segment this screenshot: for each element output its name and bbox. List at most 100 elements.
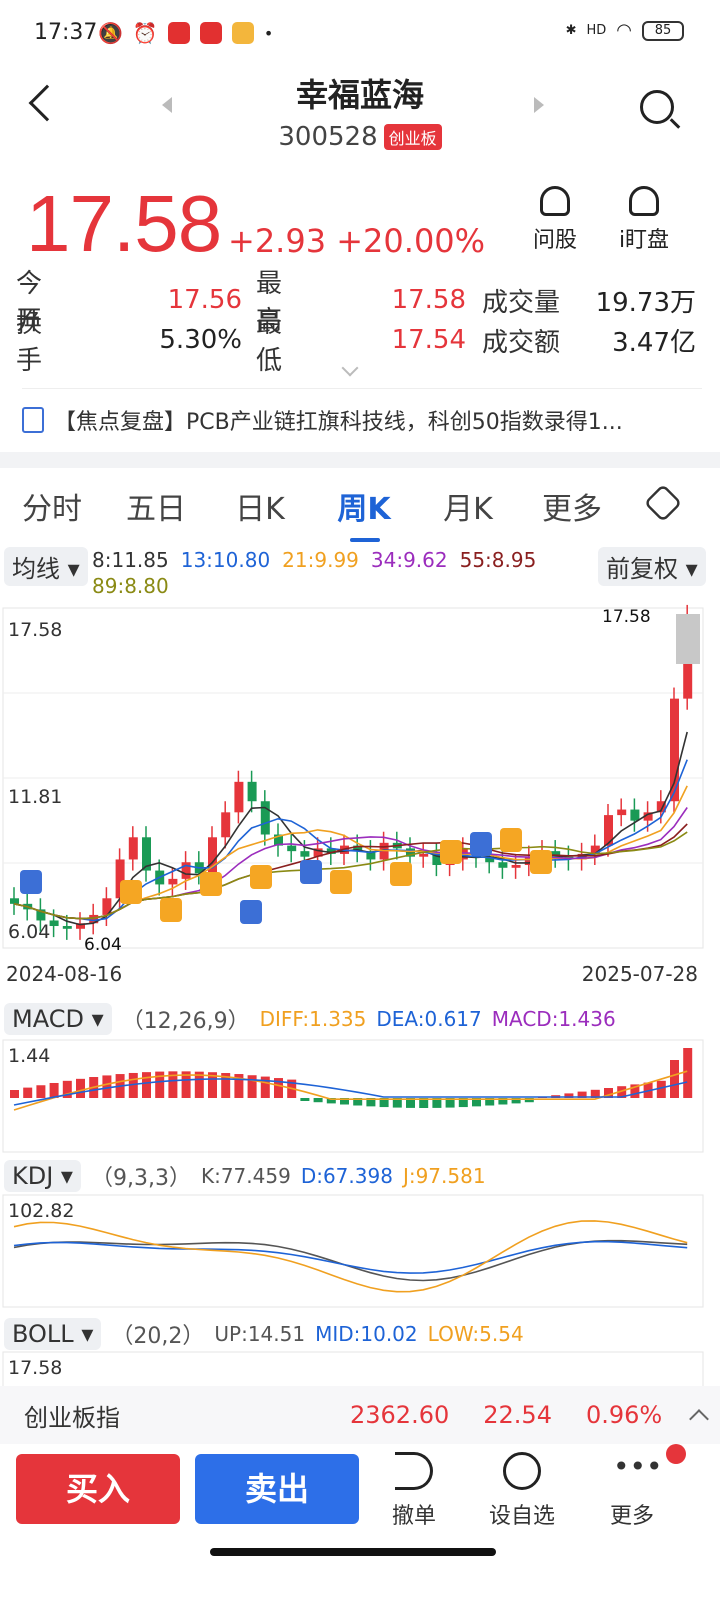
candle-body (419, 853, 429, 857)
add-watchlist-button[interactable]: 设自选 (482, 1452, 562, 1530)
candle-body (590, 845, 600, 854)
ma-item: 13:10.80 (180, 548, 271, 572)
news-ticker[interactable]: 【焦点复盘】PCB产业链扛旗科技线，科创50指数录得1... (22, 388, 702, 450)
tab-4[interactable]: 月K (443, 492, 493, 527)
ma-line (13, 731, 688, 926)
kdj-line (13, 1240, 688, 1274)
index-bar[interactable]: 创业板指 2362.60 22.54 0.96% (0, 1386, 720, 1444)
tab-0[interactable]: 分时 (22, 492, 82, 527)
ellipsis-icon: ••• (613, 1450, 663, 1483)
more-button[interactable]: ••• 更多 (592, 1452, 672, 1530)
index-value: 2362.60 (350, 1401, 450, 1429)
signal-tag (300, 860, 322, 884)
date-start: 2024-08-16 (6, 962, 123, 986)
macd-bar (432, 1098, 442, 1108)
watch-market-button[interactable]: i盯盘 (612, 186, 676, 254)
stat-label: 换 手 (16, 309, 55, 376)
macd-bar (564, 1093, 574, 1098)
y-max-label: 17.58 (8, 619, 62, 641)
adjust-selector[interactable]: 前复权 ▾ (598, 547, 706, 586)
candle-body (260, 801, 270, 835)
chevron-up-icon[interactable] (689, 1409, 710, 1429)
signal-tag (500, 828, 522, 852)
candle-body (208, 837, 217, 874)
more-label: 更多 (609, 1504, 654, 1529)
news-text: 【焦点复盘】PCB产业链扛旗科技线，科创50指数录得1... (54, 409, 623, 435)
macd-bar (683, 1048, 693, 1098)
current-price: 17.58 (26, 179, 222, 268)
stat-label: 成交量 (482, 287, 561, 318)
macd-bar (458, 1098, 468, 1108)
kdj-selector[interactable]: KDJ ▾ (4, 1160, 81, 1192)
adjust-label: 前复权 (606, 555, 678, 583)
kdj-frame (2, 1194, 704, 1308)
candle-body (366, 851, 376, 860)
macd-bar (49, 1082, 59, 1098)
candle-body (670, 698, 679, 802)
macd-bar (366, 1098, 376, 1107)
candle-body (353, 845, 363, 852)
macd-bar (472, 1098, 481, 1107)
macd-frame (2, 1039, 704, 1153)
stock-code-row: 300528 创业板 (0, 122, 720, 152)
ma-selector[interactable]: 均线 ▾ (4, 547, 88, 586)
expand-stats-icon[interactable] (341, 359, 359, 377)
boll-ymax: 17.58 (8, 1357, 62, 1379)
current-price-highlight (676, 614, 700, 664)
boll-mid: MID:10.02 (315, 1322, 418, 1346)
macd-bar (102, 1075, 112, 1098)
period-tabs: 分时 五日 日K 周K 月K 更多 (0, 476, 720, 542)
macd-bar (36, 1085, 46, 1098)
sell-button[interactable]: 卖出 (195, 1454, 359, 1524)
macd-bar (485, 1098, 495, 1106)
stat-label: 今 开 (16, 269, 55, 336)
undo-icon (395, 1452, 433, 1490)
macd-bar (511, 1098, 521, 1104)
macd-bar (326, 1098, 336, 1104)
chart-area[interactable]: 17.58 11.81 6.04 17.58 6.04 1.44 102.82 17.58 (0, 600, 720, 1390)
candle-body (551, 851, 561, 857)
boll-selector[interactable]: BOLL ▾ (4, 1318, 102, 1350)
macd-diff: DIFF:1.335 (259, 1007, 367, 1031)
boll-header: BOLL ▾ （20,2） UP:14.51 MID:10.02 LOW:5.5… (4, 1318, 524, 1350)
tab-3[interactable]: 周K (312, 484, 416, 542)
candle-body (630, 809, 640, 821)
macd-bar (10, 1090, 19, 1098)
tab-2[interactable]: 日K (235, 492, 285, 527)
candle-body (76, 923, 85, 929)
ask-stock-button[interactable]: 问股 (528, 186, 582, 254)
action-bar: 买入 卖出 撤单 设自选 ••• 更多 (0, 1452, 720, 1532)
status-bar: 17:37 🔕 ⏰ • ✱ HD ◠ 85 (0, 0, 720, 64)
macd-bar (630, 1084, 640, 1098)
kdj-ymax: 102.82 (8, 1200, 74, 1222)
buy-button[interactable]: 买入 (16, 1454, 180, 1524)
search-icon[interactable] (640, 90, 674, 124)
stock-code: 300528 (278, 122, 378, 152)
macd-bar (617, 1086, 627, 1098)
tab-1[interactable]: 五日 (126, 492, 186, 527)
cancel-label: 撤单 (391, 1504, 436, 1529)
min-marker: 6.04 (84, 935, 122, 955)
next-stock-icon[interactable] (534, 97, 544, 113)
price-change: +2.93 +20.00% (228, 222, 485, 260)
candle-body (234, 781, 244, 813)
candle-body (287, 845, 297, 852)
macd-selector[interactable]: MACD ▾ (4, 1003, 112, 1035)
signal-tag (120, 880, 142, 904)
prev-stock-icon[interactable] (162, 97, 172, 113)
macd-bar (445, 1098, 455, 1108)
stat-label: 最 高 (256, 269, 295, 336)
stat-value: 17.56 (167, 285, 242, 315)
cancel-order-button[interactable]: 撤单 (374, 1452, 454, 1530)
app-notification-icon (231, 22, 254, 44)
macd-bar (577, 1091, 587, 1098)
kdj-params: （9,3,3） (90, 1166, 191, 1191)
stat-label: 成交额 (482, 327, 561, 358)
candle-body (432, 853, 442, 866)
section-divider (0, 452, 720, 468)
tab-5[interactable]: 更多 (542, 492, 602, 527)
stat-value: 17.58 (391, 285, 466, 315)
boll-frame (2, 1351, 704, 1390)
index-change: 22.54 (483, 1401, 552, 1429)
macd-bar (604, 1088, 613, 1098)
